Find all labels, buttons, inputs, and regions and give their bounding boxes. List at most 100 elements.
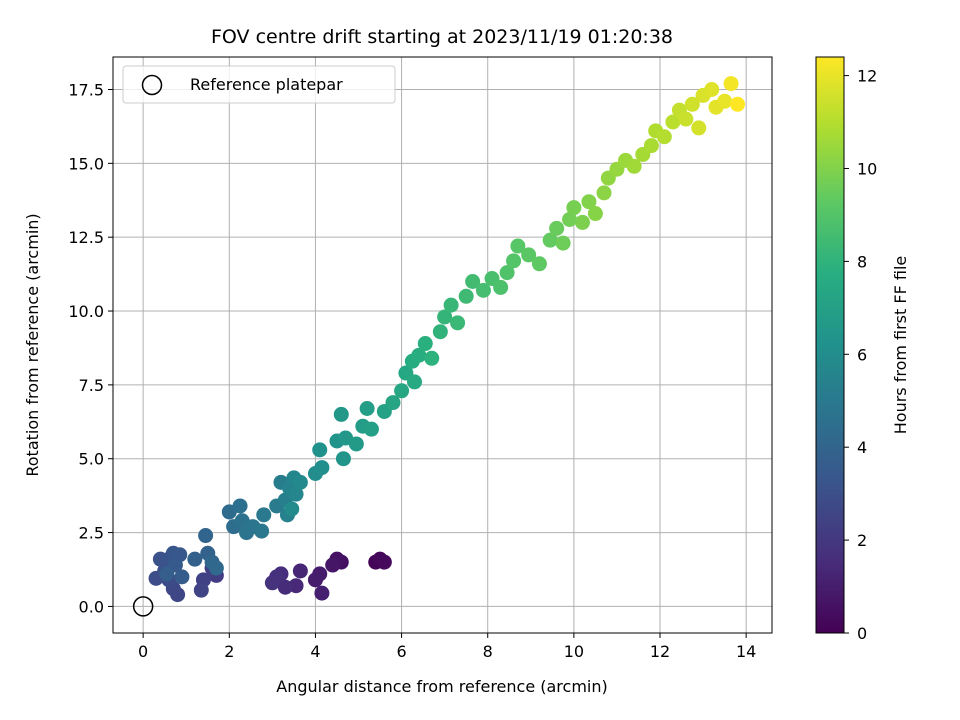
scatter-point [417,336,433,352]
scatter-point [691,120,707,136]
scatter-point [407,374,423,390]
scatter-point [656,129,672,145]
scatter-point [678,111,694,127]
scatter-point [643,138,659,154]
scatter-point [254,523,270,539]
y-tick-label: 7.5 [79,376,104,395]
scatter-point [574,214,590,230]
scatter-point [566,200,582,216]
colorbar-tick-label: 0 [857,624,867,643]
scatter-point [314,585,330,601]
colorbar-tick-label: 4 [857,438,867,457]
y-tick-label: 0.0 [79,597,104,616]
scatter-point [665,114,681,130]
scatter-point [232,498,248,514]
scatter-point [376,554,392,570]
x-tick-label: 12 [650,642,670,661]
scatter-point [288,486,304,502]
scatter-point [335,451,351,467]
scatter-point [307,572,323,588]
data-points [148,76,746,603]
y-axis-ticks: 0.0 2.5 5.0 7.5 10.0 12.5 15.0 17.5 [68,80,113,616]
y-tick-label: 12.5 [68,228,104,247]
scatter-point [531,256,547,272]
scatter-point [394,383,410,399]
scatter-point [187,551,203,567]
y-tick-label: 2.5 [79,524,104,543]
grid-lines [113,57,772,633]
scatter-point [277,579,293,595]
y-axis-label: Rotation from reference (arcmin) [23,213,42,476]
y-tick-label: 5.0 [79,450,104,469]
scatter-point [359,401,375,417]
colorbar-tick-label: 8 [857,252,867,271]
scatter-point [193,582,209,598]
x-axis-ticks: 0 2 4 6 8 10 12 14 [138,633,756,661]
scatter-point [348,436,364,452]
scatter-point [506,253,522,269]
scatter-point [549,220,565,236]
scatter-point [465,273,481,289]
x-tick-label: 8 [483,642,493,661]
legend-entry-reference: Reference platepar [190,75,343,94]
colorbar-tick-label: 2 [857,531,867,550]
plot-frame [112,56,773,634]
colorbar-gradient [815,56,845,634]
x-tick-label: 14 [736,642,756,661]
scatter-point [717,93,733,109]
scatter-point [704,81,720,97]
legend-box [122,65,396,104]
reference-marker-layer [132,596,154,617]
scatter-point [325,557,341,573]
scatter-point [587,206,603,222]
x-axis-label: Angular distance from reference (arcmin) [276,677,607,696]
legend: Reference platepar [122,65,396,104]
colorbar-tick-label: 12 [857,67,877,86]
scatter-point [208,560,224,576]
scatter-point [450,315,466,331]
x-tick-label: 10 [564,642,584,661]
scatter-point [499,265,515,281]
scatter-point [581,194,597,210]
scatter-point [333,406,349,422]
scatter-point [542,232,558,248]
scatter-point [555,235,571,251]
scatter-point [684,96,700,112]
scatter-point [256,507,272,523]
colorbar-ticks: 0 2 4 6 8 10 12 [844,67,877,643]
scatter-point [443,297,459,313]
scatter-point [264,575,280,591]
scatter-point [562,211,578,227]
scatter-point [284,501,300,517]
scatter-point [159,566,175,582]
scatter-point [198,528,214,544]
y-tick-label: 17.5 [68,80,104,99]
scatter-point [292,474,308,490]
colorbar-tick-label: 6 [857,345,867,364]
scatter-point [723,76,739,92]
legend-marker [141,74,163,96]
scatter-point [458,288,474,304]
y-tick-label: 10.0 [68,302,104,321]
scatter-point [424,350,440,366]
x-tick-label: 6 [396,642,406,661]
scatter-point [385,395,401,411]
chart-title: FOV centre drift starting at 2023/11/19 … [211,26,673,48]
colorbar-label: Hours from first FF file [891,256,910,435]
x-tick-label: 0 [138,642,148,661]
x-tick-label: 4 [310,642,320,661]
scatter-point [493,279,509,295]
x-tick-label: 2 [224,642,234,661]
scatter-point [411,347,427,363]
scatter-point [730,96,746,112]
scatter-point [510,238,526,254]
colorbar-tick-label: 10 [857,159,877,178]
scatter-point [521,247,537,263]
scatter-point [475,282,491,298]
scatter-point [596,185,612,201]
scatter-point [363,421,379,437]
colorbar: 0 2 4 6 8 10 12 Hours from first FF file [815,56,910,643]
scatter-point [626,158,642,174]
scatter-point [437,309,453,325]
